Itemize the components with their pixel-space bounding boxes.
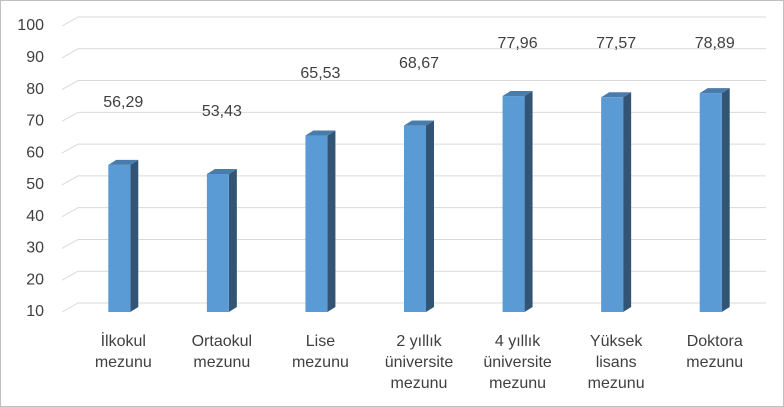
x-tick-label-line: lisans bbox=[596, 354, 637, 371]
grid-line bbox=[61, 143, 766, 154]
x-tick-label-line: mezunu bbox=[391, 375, 448, 392]
value-label: 53,43 bbox=[202, 103, 242, 120]
x-tick-label-line: mezunu bbox=[686, 354, 743, 371]
bar-front bbox=[305, 135, 328, 312]
x-tick-label-line: Doktora bbox=[687, 333, 743, 350]
grid-line bbox=[61, 111, 766, 122]
y-tick-label: 80 bbox=[26, 81, 44, 98]
bar bbox=[108, 159, 139, 312]
grid-line bbox=[61, 270, 766, 281]
bar-side bbox=[623, 92, 632, 312]
y-tick-label: 60 bbox=[26, 144, 44, 161]
grid-line bbox=[61, 16, 766, 27]
x-tick-label: Ortaokul mezunu bbox=[192, 333, 252, 371]
bar-top bbox=[699, 88, 730, 94]
grid-line bbox=[61, 80, 766, 90]
bar bbox=[404, 120, 434, 312]
x-tick-label-line: Lise bbox=[306, 333, 335, 350]
bar-top bbox=[108, 159, 139, 165]
bar bbox=[502, 91, 533, 312]
bar-front bbox=[601, 97, 624, 312]
y-tick-label: 20 bbox=[26, 271, 44, 288]
bar-front bbox=[502, 96, 525, 312]
bar-side bbox=[327, 130, 336, 312]
grid-line bbox=[61, 48, 766, 59]
x-tick-label-line: Ortaokul bbox=[192, 333, 252, 350]
bar-side bbox=[524, 91, 533, 312]
grid-line bbox=[61, 302, 766, 313]
value-label: 56,29 bbox=[103, 94, 143, 111]
x-tick-label-line: üniversite bbox=[385, 354, 454, 371]
bar-top bbox=[206, 168, 237, 174]
y-tick-label: 100 bbox=[17, 17, 44, 34]
y-tick-label: 30 bbox=[26, 240, 44, 257]
x-tick-label-line: 2 yıllık bbox=[396, 333, 442, 350]
x-tick-label-line: mezunu bbox=[193, 354, 250, 371]
x-tick-label: İlkokul mezunu bbox=[95, 331, 152, 371]
bar-top bbox=[305, 130, 336, 136]
x-tick-label: 2 yıllık üniversite mezunu bbox=[385, 333, 454, 392]
value-label: 78,89 bbox=[695, 35, 735, 52]
bar-top bbox=[404, 120, 434, 126]
x-tick-label-line: üniversite bbox=[483, 354, 552, 371]
bar-front bbox=[404, 125, 426, 312]
x-tick-label-line: mezunu bbox=[95, 354, 152, 371]
x-tick-label-line: mezunu bbox=[489, 375, 546, 392]
x-tick-label: 4 yıllık üniversite mezunu bbox=[483, 333, 552, 392]
bar-side bbox=[721, 88, 730, 312]
bar-side bbox=[426, 120, 434, 312]
x-tick-label-line: mezunu bbox=[292, 354, 349, 371]
value-label: 65,53 bbox=[300, 65, 340, 82]
x-tick-label-line: mezunu bbox=[588, 375, 645, 392]
x-tick-label: Yüksek lisans mezunu bbox=[588, 333, 645, 392]
bar bbox=[206, 168, 237, 312]
x-tick-label-line: Yüksek bbox=[590, 333, 643, 350]
bar-top bbox=[502, 91, 533, 97]
bar-front bbox=[108, 164, 131, 312]
value-label: 77,57 bbox=[596, 35, 636, 52]
value-label: 77,96 bbox=[498, 35, 538, 52]
y-tick-label: 10 bbox=[26, 303, 44, 320]
bar bbox=[305, 130, 336, 312]
grid-line bbox=[61, 238, 766, 249]
y-tick-label: 90 bbox=[26, 49, 44, 66]
bar-top bbox=[601, 92, 632, 98]
bar-front bbox=[206, 173, 229, 312]
x-tick-label-line: İlkokul bbox=[101, 331, 146, 350]
bar bbox=[601, 92, 632, 312]
y-tick-label: 70 bbox=[26, 113, 44, 130]
grid-line bbox=[61, 207, 766, 218]
bar bbox=[699, 88, 730, 312]
value-label: 68,67 bbox=[399, 55, 439, 72]
x-tick-label-line: 4 yıllık bbox=[495, 333, 541, 350]
y-tick-label: 50 bbox=[26, 176, 44, 193]
x-tick-label: Doktora mezunu bbox=[686, 333, 743, 371]
x-tick-label: Lise mezunu bbox=[292, 333, 349, 371]
y-tick-label: 40 bbox=[26, 208, 44, 225]
bar-front bbox=[699, 93, 722, 312]
bar-side bbox=[228, 168, 237, 312]
bar-side bbox=[130, 159, 139, 312]
grid-line bbox=[61, 175, 766, 186]
